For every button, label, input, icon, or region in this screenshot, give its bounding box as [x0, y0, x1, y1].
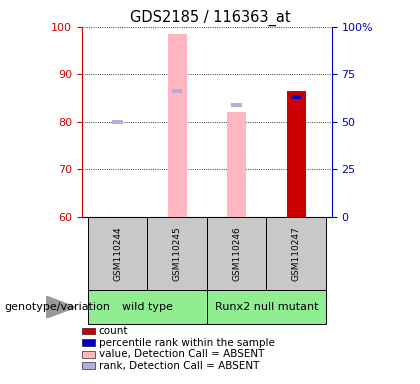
- Bar: [168, 34, 186, 217]
- Bar: [147, 217, 207, 290]
- Text: percentile rank within the sample: percentile rank within the sample: [99, 338, 275, 348]
- Text: count: count: [99, 326, 128, 336]
- Text: wild type: wild type: [122, 302, 173, 312]
- Text: GSM110246: GSM110246: [232, 226, 241, 281]
- Text: GDS2185 / 116363_at: GDS2185 / 116363_at: [130, 10, 290, 26]
- Text: rank, Detection Call = ABSENT: rank, Detection Call = ABSENT: [99, 361, 259, 371]
- Bar: [172, 89, 182, 93]
- Text: GSM110247: GSM110247: [291, 226, 301, 281]
- Bar: [112, 120, 123, 124]
- Bar: [266, 217, 326, 290]
- Text: value, Detection Call = ABSENT: value, Detection Call = ABSENT: [99, 349, 264, 359]
- Bar: [227, 113, 246, 217]
- Bar: [231, 103, 242, 107]
- Bar: [88, 290, 207, 324]
- Text: GSM110245: GSM110245: [173, 226, 181, 281]
- Bar: [207, 290, 326, 324]
- Bar: [291, 95, 302, 99]
- Text: GSM110244: GSM110244: [113, 226, 122, 281]
- Text: genotype/variation: genotype/variation: [4, 302, 110, 312]
- Bar: [88, 217, 147, 290]
- Bar: [207, 217, 266, 290]
- Bar: [286, 91, 306, 217]
- Polygon shape: [46, 296, 76, 318]
- Text: Runx2 null mutant: Runx2 null mutant: [215, 302, 318, 312]
